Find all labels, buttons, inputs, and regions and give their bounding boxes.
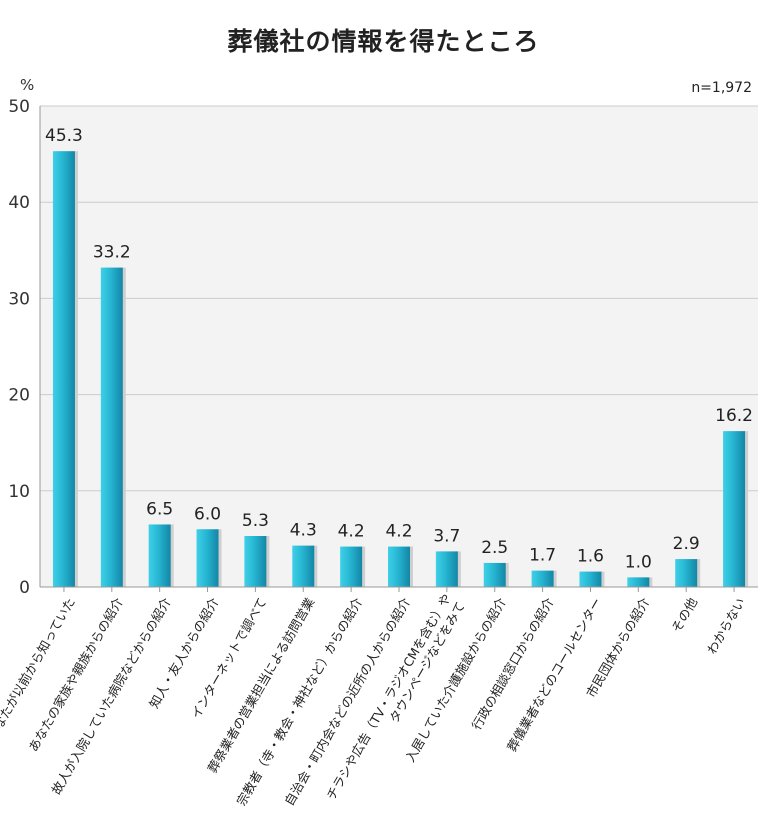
axes: 0 10 20 30 40 50 xyxy=(8,97,758,598)
category-label: 葬儀業者などのコールセンター xyxy=(504,595,604,754)
data-label: 4.2 xyxy=(338,522,365,542)
bar xyxy=(675,559,698,587)
data-label: 6.0 xyxy=(194,504,221,524)
chart-title: 葬儀社の情報を得たところ xyxy=(227,27,540,56)
bar xyxy=(388,546,410,587)
bar xyxy=(52,151,75,588)
y-tick-label: 20 xyxy=(8,386,30,406)
category-label-line: その他 xyxy=(669,595,701,635)
data-label: 4.2 xyxy=(385,522,412,542)
y-axis-unit: % xyxy=(20,76,34,94)
bars xyxy=(52,151,749,588)
sample-size-note: n=1,972 xyxy=(691,80,752,96)
bar xyxy=(483,562,506,587)
y-tick-label: 50 xyxy=(8,97,30,117)
y-tick-label: 0 xyxy=(19,578,30,598)
bar xyxy=(531,570,554,587)
bar xyxy=(244,536,267,587)
data-label: 2.5 xyxy=(481,538,508,558)
data-label: 1.7 xyxy=(529,546,556,566)
category-label: 行政の相談窓口からの紹介 xyxy=(469,595,557,733)
category-label: その他 xyxy=(669,595,701,635)
data-label: 1.0 xyxy=(625,552,652,572)
category-label-line: 行政の相談窓口からの紹介 xyxy=(469,595,557,733)
category-label-line: あなたが以前から知っていた xyxy=(0,595,78,743)
y-tick-label: 40 xyxy=(8,193,30,213)
category-label-line: わからない xyxy=(704,595,748,657)
data-label: 3.7 xyxy=(433,526,460,546)
bar xyxy=(292,545,315,587)
data-label: 2.9 xyxy=(673,534,700,554)
bar xyxy=(435,551,458,587)
bar xyxy=(340,546,363,587)
gridlines xyxy=(40,105,758,492)
category-label: あなたが以前から知っていた xyxy=(0,595,78,743)
y-tick-label: 10 xyxy=(8,482,30,502)
category-label: あなたの家族や親族からの紹介 xyxy=(25,595,126,754)
bar xyxy=(579,571,602,587)
bar xyxy=(196,529,219,587)
data-label: 45.3 xyxy=(45,126,83,146)
data-label: 5.3 xyxy=(242,511,269,531)
category-label: わからない xyxy=(704,595,748,657)
data-label: 1.6 xyxy=(577,547,604,567)
data-label: 4.3 xyxy=(290,521,317,541)
plot-area xyxy=(40,106,758,587)
bar xyxy=(723,431,746,587)
bar xyxy=(148,524,171,587)
y-tick-label: 30 xyxy=(8,289,30,309)
data-label: 33.2 xyxy=(93,243,131,263)
data-label: 6.5 xyxy=(146,499,173,519)
data-label: 16.2 xyxy=(715,406,753,426)
category-label-line: あなたの家族や親族からの紹介 xyxy=(25,595,126,754)
bar xyxy=(100,267,123,587)
category-label-line: 葬儀業者などのコールセンター xyxy=(504,595,604,754)
bar xyxy=(627,577,650,587)
